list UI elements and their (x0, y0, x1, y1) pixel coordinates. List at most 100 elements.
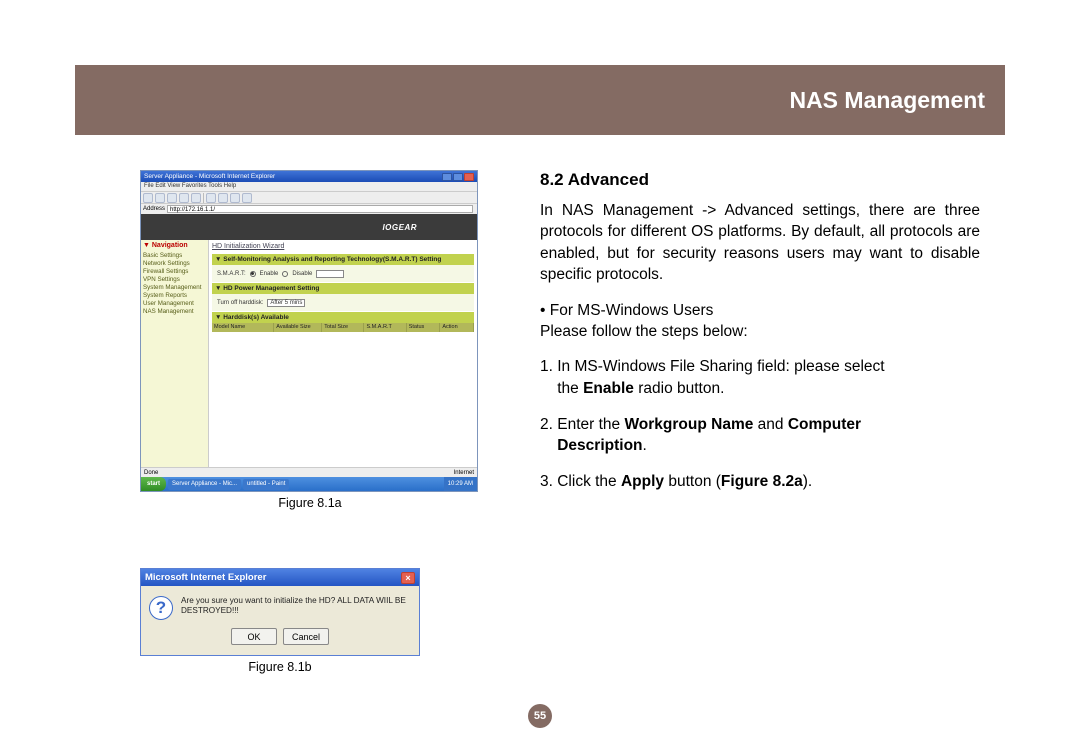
radio-disable-icon (282, 271, 288, 277)
left-nav: ▼ Navigation Basic Settings Network Sett… (141, 240, 209, 476)
dialog-body: ? Are you sure you want to initialize th… (141, 586, 419, 628)
status-right: Internet (454, 470, 474, 476)
favorites-icon (218, 193, 228, 203)
step3-mid: button ( (664, 473, 721, 490)
status-left: Done (144, 470, 158, 476)
step-3: 3. Click the Apply button (Figure 8.2a). (540, 471, 980, 493)
back-icon (143, 193, 153, 203)
iogear-logo: IOGEAR (382, 223, 417, 232)
window-control-icons (442, 173, 474, 181)
step1-line1: 1. In MS-Windows File Sharing field: ple… (540, 358, 885, 375)
nav-item: User Management (143, 299, 206, 307)
browser-menubar: File Edit View Favorites Tools Help (141, 182, 477, 191)
power-panel-body: Turn off harddisk: After 5 mins (212, 294, 474, 311)
intro-paragraph: In NAS Management -> Advanced settings, … (540, 200, 980, 286)
apply-mini (316, 270, 344, 278)
ok-button[interactable]: OK (231, 628, 277, 645)
col-total: Total Size (322, 323, 364, 332)
taskbar: start Server Appliance - Mic... untitled… (141, 477, 477, 491)
step-list: 1. In MS-Windows File Sharing field: ple… (540, 356, 980, 492)
bullet-sub: Please follow the steps below: (540, 323, 748, 340)
address-input: http://172.16.1.1/ (167, 205, 473, 213)
col-model: Model Name (212, 323, 274, 332)
figure-8-1a-caption: Figure 8.1a (140, 496, 480, 510)
nav-item: Basic Settings (143, 251, 206, 259)
step3-b1: Apply (621, 473, 664, 490)
step2-b2: Computer (788, 416, 861, 433)
figure-8-1a-browser: Server Appliance - Microsoft Internet Ex… (140, 170, 478, 492)
step1-post: radio button. (634, 380, 724, 397)
radio-enable-icon (250, 271, 256, 277)
browser-content: ▼ Navigation Basic Settings Network Sett… (141, 240, 477, 476)
stop-icon (167, 193, 177, 203)
step2-post: . (643, 437, 647, 454)
figure-8-1b-caption: Figure 8.1b (140, 660, 420, 674)
history-icon (242, 193, 252, 203)
disable-label: Disable (292, 271, 312, 277)
right-column: 8.2 Advanced In NAS Management -> Advanc… (540, 170, 980, 493)
step-2: 2. Enter the Workgroup Name and Computer… (540, 414, 980, 457)
browser-toolbar (141, 191, 477, 203)
step1-pre: the (540, 380, 583, 397)
section-heading: 8.2 Advanced (540, 170, 980, 190)
dialog-message: Are you sure you want to initialize the … (181, 596, 411, 616)
turnoff-label: Turn off harddisk: (217, 300, 263, 306)
step-1: 1. In MS-Windows File Sharing field: ple… (540, 356, 980, 399)
forward-icon (155, 193, 165, 203)
cancel-button[interactable]: Cancel (283, 628, 329, 645)
dialog-titlebar: Microsoft Internet Explorer × (141, 569, 419, 586)
col-avail: Available Size (274, 323, 322, 332)
enable-label: Enable (260, 271, 279, 277)
address-label: Address (143, 206, 165, 212)
hd-table-header: Model Name Available Size Total Size S.M… (212, 323, 474, 332)
bullet-lead: • For MS-Windows Users (540, 302, 713, 319)
step1-bold: Enable (583, 380, 634, 397)
col-action: Action (440, 323, 474, 332)
site-banner: IOGEAR (141, 214, 477, 240)
power-panel-header: ▼ HD Power Management Setting (212, 283, 474, 294)
search-icon (206, 193, 216, 203)
media-icon (230, 193, 240, 203)
taskbar-item: untitled - Paint (243, 479, 289, 490)
smart-label: S.M.A.R.T: (217, 271, 246, 277)
question-icon: ? (149, 596, 173, 620)
system-tray: 10:29 AM (444, 477, 477, 491)
breadcrumb: HD Initialization Wizard (212, 243, 474, 250)
smart-panel-body: S.M.A.R.T: Enable Disable (212, 265, 474, 282)
dialog-button-row: OK Cancel (141, 628, 419, 655)
left-column: Server Appliance - Microsoft Internet Ex… (140, 170, 480, 674)
nav-item: Firewall Settings (143, 267, 206, 275)
nav-item: System Reports (143, 291, 206, 299)
col-status: Status (407, 323, 441, 332)
timeout-select: After 5 mins (267, 299, 305, 307)
figure-8-1b-dialog: Microsoft Internet Explorer × ? Are you … (140, 568, 420, 656)
nav-item: NAS Management (143, 307, 206, 315)
nav-item: System Management (143, 283, 206, 291)
col-smart: S.M.A.R.T (364, 323, 406, 332)
step3-pre: 3. Click the (540, 473, 621, 490)
page-header-title: NAS Management (789, 87, 985, 114)
nav-heading: ▼ Navigation (143, 242, 206, 249)
taskbar-item: Server Appliance - Mic... (168, 479, 241, 490)
step3-b2: Figure 8.2a (721, 473, 803, 490)
page-number: 55 (528, 704, 552, 728)
header-band: NAS Management (75, 65, 1005, 135)
dialog-title-text: Microsoft Internet Explorer (145, 572, 266, 583)
step3-post: ). (803, 473, 812, 490)
browser-statusbar: Done Internet (141, 467, 477, 477)
close-icon: × (401, 572, 415, 584)
nav-item: VPN Settings (143, 275, 206, 283)
nav-item: Network Settings (143, 259, 206, 267)
browser-addressbar: Address http://172.16.1.1/ (141, 203, 477, 214)
refresh-icon (179, 193, 189, 203)
hd-panel-header: ▼ Harddisk(s) Available (212, 312, 474, 323)
browser-title-text: Server Appliance - Microsoft Internet Ex… (144, 173, 275, 180)
smart-panel-header: ▼ Self-Monitoring Analysis and Reporting… (212, 254, 474, 265)
step2-pre: 2. Enter the (540, 416, 624, 433)
home-icon (191, 193, 201, 203)
main-panel: HD Initialization Wizard ▼ Self-Monitori… (209, 240, 477, 476)
browser-titlebar: Server Appliance - Microsoft Internet Ex… (141, 171, 477, 182)
step2-line2: Description (557, 437, 642, 454)
step2-b1: Workgroup Name (624, 416, 753, 433)
step2-mid: and (753, 416, 787, 433)
